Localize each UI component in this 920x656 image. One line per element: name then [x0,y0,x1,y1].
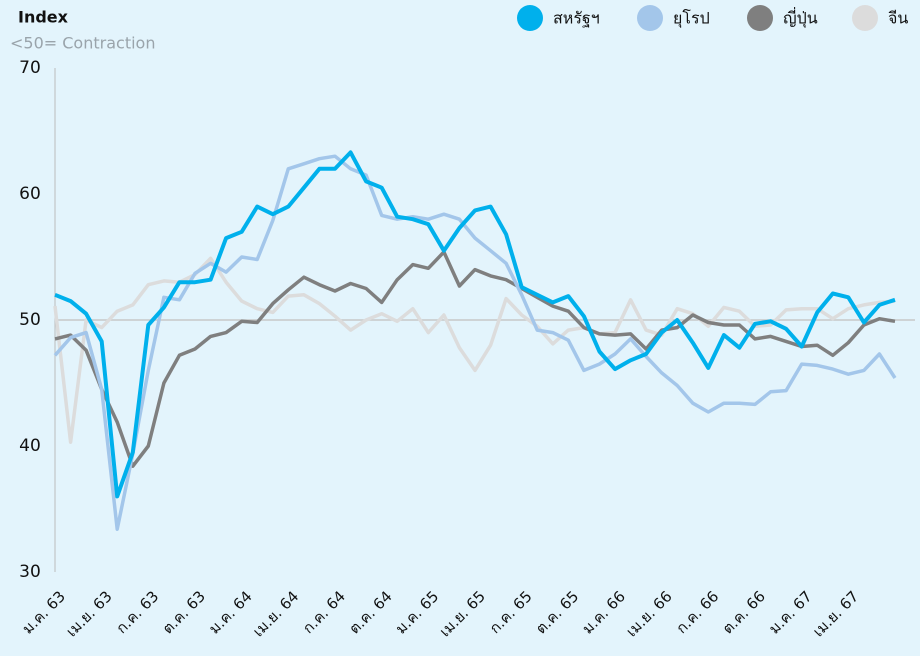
legend-label: จีน [888,9,908,28]
series-line [53,256,896,444]
y-tick-label: 60 [19,184,41,204]
legend-swatch [747,5,773,31]
x-tick-label: ม.ค. 64 [205,587,255,637]
chart-subtitle: <50= Contraction [10,34,155,53]
x-tick-label: ต.ค. 66 [719,587,769,637]
y-tick-label: 50 [19,310,41,330]
x-tick-label: ม.ค. 67 [765,587,815,637]
legend-label: ยุโรป [673,9,710,29]
x-tick-label: ก.ค. 64 [299,587,349,637]
y-tick-label: 70 [19,58,41,78]
legend-swatch [517,5,543,31]
x-tick-label: เม.ย. 64 [249,587,302,640]
x-tick-label: เม.ย. 67 [809,587,862,640]
x-tick-label: ม.ค. 63 [19,587,69,637]
series-line [54,150,896,499]
y-tick-label: 30 [19,562,41,582]
chart-title: Index [18,8,69,27]
x-tick-label: เม.ย. 65 [436,587,489,640]
x-tick-label: ก.ค. 63 [112,587,162,637]
x-tick-label: เม.ย. 63 [63,587,116,640]
x-tick-label: ต.ค. 65 [532,587,582,637]
legend-label: ญี่ปุ่น [783,7,818,29]
x-tick-label: ก.ค. 65 [486,587,536,637]
x-tick-label: ต.ค. 63 [159,587,209,637]
y-tick-label: 40 [19,436,41,456]
legend-label: สหรัฐฯ [553,9,600,28]
x-tick-label: ม.ค. 65 [392,587,442,637]
legend-swatch [637,5,663,31]
series-line [53,154,897,531]
x-tick-label: ก.ค. 66 [672,587,722,637]
x-tick-label: ม.ค. 66 [579,587,629,637]
x-tick-label: ต.ค. 64 [345,587,395,637]
x-tick-label: เม.ย. 66 [623,587,676,640]
legend-swatch [852,5,878,31]
series-line [54,250,896,468]
